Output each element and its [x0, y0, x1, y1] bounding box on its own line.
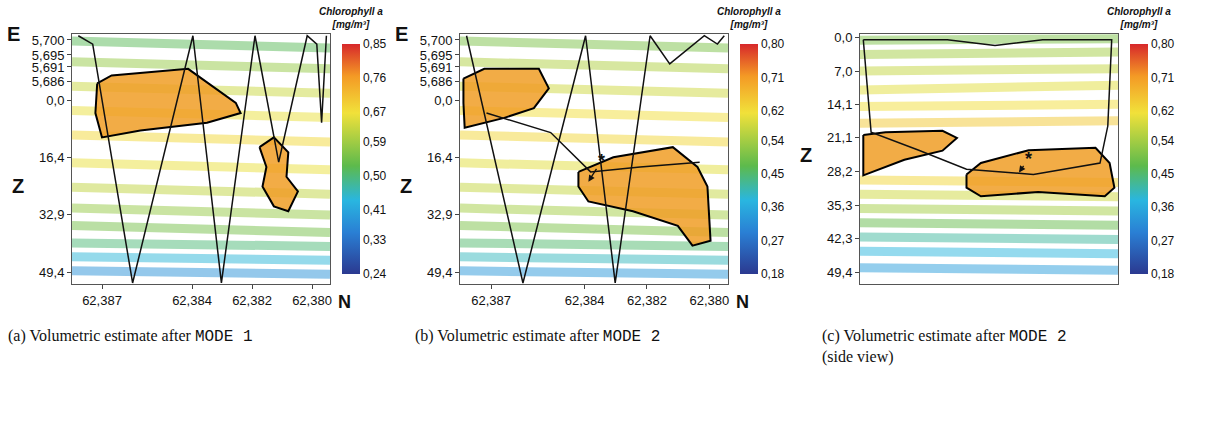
svg-text:0,0: 0,0	[834, 30, 852, 45]
svg-text:0,0: 0,0	[46, 93, 64, 108]
svg-text:5,691: 5,691	[32, 59, 65, 74]
svg-text:N: N	[736, 292, 749, 312]
svg-text:62,382: 62,382	[232, 293, 272, 308]
svg-text:0,18: 0,18	[1151, 267, 1175, 281]
svg-text:0,50: 0,50	[363, 169, 387, 183]
svg-text:0,33: 0,33	[363, 233, 387, 247]
svg-text:0,45: 0,45	[761, 167, 785, 181]
svg-text:5,695: 5,695	[32, 48, 65, 63]
svg-text:0,41: 0,41	[363, 203, 387, 217]
svg-text:21,1: 21,1	[827, 130, 852, 145]
svg-text:E: E	[7, 23, 20, 45]
svg-text:62,380: 62,380	[292, 293, 332, 308]
svg-text:5,686: 5,686	[420, 74, 453, 89]
svg-text:Chlorophyll a[mg/m³]: Chlorophyll a[mg/m³]	[1107, 6, 1171, 30]
svg-text:32,9: 32,9	[39, 207, 64, 222]
svg-text:62,380: 62,380	[689, 293, 729, 308]
svg-text:0,80: 0,80	[1151, 37, 1175, 51]
svg-text:E: E	[395, 23, 408, 45]
svg-text:Chlorophyll a[mg/m³]: Chlorophyll a[mg/m³]	[319, 6, 383, 30]
svg-text:0,36: 0,36	[761, 200, 785, 214]
svg-text:0,54: 0,54	[761, 134, 785, 148]
svg-text:62,387: 62,387	[471, 293, 511, 308]
svg-text:0,18: 0,18	[761, 267, 785, 281]
svg-text:0,76: 0,76	[363, 71, 387, 85]
svg-text:62,387: 62,387	[82, 293, 122, 308]
svg-text:0,54: 0,54	[1151, 134, 1175, 148]
html-text:(side view): (side view)	[822, 348, 894, 365]
svg-text:16,4: 16,4	[427, 150, 452, 165]
svg-text:Z: Z	[800, 144, 812, 166]
svg-text:Chlorophyll a[mg/m³]: Chlorophyll a[mg/m³]	[717, 6, 781, 30]
svg-text:5,686: 5,686	[32, 74, 65, 89]
svg-text:0,80: 0,80	[761, 37, 785, 51]
html-text:(a) Volumetric estimate after: (a) Volumetric estimate after MODE 1	[8, 327, 253, 346]
svg-text:0,67: 0,67	[363, 105, 387, 119]
svg-text:*: *	[1025, 149, 1032, 169]
svg-text:*: *	[598, 151, 605, 171]
svg-text:Z: Z	[400, 175, 412, 197]
svg-text:0,85: 0,85	[363, 37, 387, 51]
svg-text:42,3: 42,3	[827, 231, 852, 246]
svg-text:5,700: 5,700	[420, 33, 453, 48]
svg-text:49,4: 49,4	[827, 265, 852, 280]
svg-text:0,62: 0,62	[761, 104, 785, 118]
svg-text:0,0: 0,0	[434, 93, 452, 108]
svg-text:0,36: 0,36	[1151, 200, 1175, 214]
svg-text:49,4: 49,4	[427, 265, 452, 280]
svg-text:5,700: 5,700	[32, 33, 65, 48]
svg-text:0,27: 0,27	[1151, 234, 1175, 248]
svg-text:49,4: 49,4	[39, 265, 64, 280]
svg-text:N: N	[338, 292, 351, 312]
svg-text:35,3: 35,3	[827, 198, 852, 213]
svg-text:0,71: 0,71	[1151, 71, 1175, 85]
svg-text:Z: Z	[12, 175, 24, 197]
svg-text:0,71: 0,71	[761, 71, 785, 85]
html-text:(c) Volumetric estimate after: (c) Volumetric estimate after MODE 2	[822, 327, 1067, 346]
svg-text:0,62: 0,62	[1151, 104, 1175, 118]
svg-text:32,9: 32,9	[427, 207, 452, 222]
svg-text:62,382: 62,382	[627, 293, 667, 308]
svg-text:0,24: 0,24	[363, 267, 387, 281]
html-text:(b) Volumetric estimate after: (b) Volumetric estimate after MODE 2	[415, 327, 661, 346]
svg-text:62,384: 62,384	[565, 293, 605, 308]
svg-text:0,45: 0,45	[1151, 167, 1175, 181]
svg-text:5,691: 5,691	[420, 59, 453, 74]
svg-text:0,27: 0,27	[761, 234, 785, 248]
svg-text:5,695: 5,695	[420, 48, 453, 63]
svg-text:14,1: 14,1	[827, 97, 852, 112]
svg-text:62,384: 62,384	[172, 293, 212, 308]
svg-text:16,4: 16,4	[39, 150, 64, 165]
svg-text:7,0: 7,0	[834, 64, 852, 79]
svg-text:28,2: 28,2	[827, 164, 852, 179]
svg-text:0,59: 0,59	[363, 135, 387, 149]
